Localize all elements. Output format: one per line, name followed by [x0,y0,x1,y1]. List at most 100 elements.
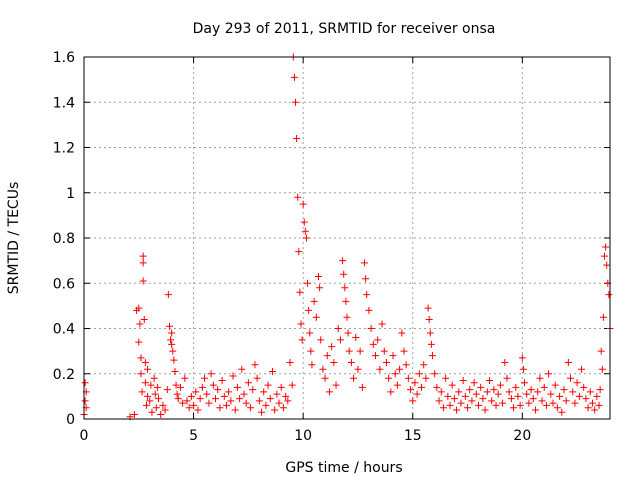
data-point [146,397,154,405]
data-point [558,408,566,416]
data-point [464,404,472,412]
data-point [249,386,257,394]
y-tick-label: 0.6 [53,276,75,292]
data-point [216,404,224,412]
data-point [141,358,149,366]
data-point [599,313,607,321]
data-point [450,395,458,403]
data-point [187,392,195,400]
data-point [290,73,298,81]
data-point [293,134,301,142]
data-point [380,347,388,355]
data-point [294,193,302,201]
data-point [354,365,362,373]
data-point [545,370,553,378]
data-point [444,392,452,400]
data-point [310,297,318,305]
data-point [316,284,324,292]
data-point [255,397,263,405]
data-point [273,390,281,398]
data-point [466,386,474,394]
data-point [556,392,564,400]
data-point [503,374,511,382]
data-point [139,252,147,260]
data-point [596,386,604,394]
data-point [553,404,561,412]
data-point [159,401,167,409]
data-point [201,374,209,382]
data-point [420,361,428,369]
data-point [538,397,546,405]
data-point [207,370,215,378]
data-point [435,397,443,405]
data-point [321,374,329,382]
data-point [479,395,487,403]
plot-frame [83,56,611,420]
data-point [168,340,176,348]
y-tick-label: 0 [66,412,75,428]
data-point [404,374,412,382]
data-point [194,406,202,414]
data-point [549,399,557,407]
data-point [494,390,502,398]
data-point [437,388,445,396]
data-point [282,392,290,400]
data-point [475,401,482,409]
y-tick-label: 1.4 [53,95,75,111]
data-point [139,259,147,267]
data-point [81,379,89,387]
data-point [260,388,268,396]
data-point [580,383,588,391]
data-point [240,390,248,398]
data-point [301,227,309,235]
data-point [135,338,143,346]
data-point [344,329,352,337]
data-point [485,377,493,385]
y-tick-label: 1 [66,186,75,202]
data-point [144,365,152,373]
data-point [192,388,200,396]
data-point [387,388,395,396]
data-point [284,397,292,405]
data-point [209,381,217,389]
data-point [385,374,393,382]
data-point [427,340,435,348]
data-point [492,401,500,409]
data-point [442,374,450,382]
data-point [244,379,252,387]
data-point [288,381,296,389]
data-point [147,381,155,389]
data-point [319,365,327,373]
data-point [519,365,527,373]
data-point [591,406,599,414]
data-point [448,381,456,389]
data-point [602,243,610,251]
data-point [203,390,211,398]
data-point [531,406,539,414]
data-point [305,306,313,314]
data-point [490,386,498,394]
data-point [584,404,592,412]
data-point [433,383,441,391]
data-point [523,390,531,398]
data-point [507,395,515,403]
data-point [512,383,520,391]
data-point [142,401,150,409]
data-point [138,388,146,396]
data-point [315,272,323,280]
data-point [136,320,144,328]
data-point [298,336,306,344]
data-point [521,379,529,387]
data-point [304,279,312,287]
data-point [488,397,496,405]
data-point [418,383,426,391]
data-point [164,291,172,299]
data-point [172,381,180,389]
data-point [567,374,575,382]
data-point [518,354,526,362]
data-point [472,390,480,398]
data-point [510,404,518,412]
data-point [407,386,415,394]
data-point [571,399,579,407]
